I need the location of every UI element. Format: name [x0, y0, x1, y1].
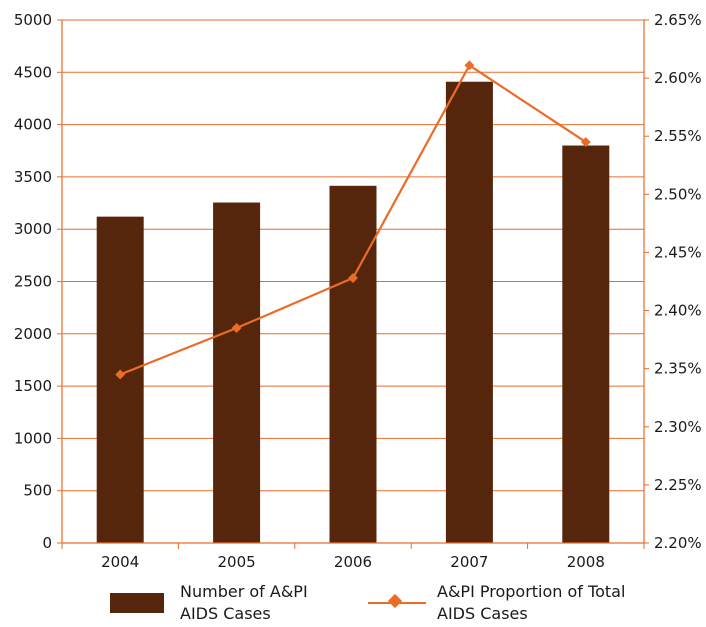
legend-line-marker [387, 593, 403, 609]
bar-series [96, 81, 610, 544]
left-tick-label: 3500 [14, 168, 52, 186]
right-axis-ticks: 2.20% 2.25% 2.30% 2.35% 2.40% 2.45% 2.50% 2.55%… [654, 11, 702, 552]
line-point [580, 137, 591, 147]
bar [562, 145, 610, 543]
right-tick-label: 2.55% [654, 127, 702, 145]
x-tick-label: 2005 [218, 553, 256, 571]
left-tick-label: 4500 [14, 63, 52, 81]
left-tick-label: 4000 [14, 116, 52, 134]
legend-bar-label-line2: AIDS Cases [180, 604, 271, 623]
x-tick-label: 2008 [567, 553, 605, 571]
right-tick-label: 2.35% [654, 360, 702, 378]
right-tick-label: 2.30% [654, 418, 702, 436]
left-tick-label: 1500 [14, 377, 52, 395]
right-tick-label: 2.65% [654, 11, 702, 29]
left-tick-label: 1000 [14, 429, 52, 447]
left-tick-label: 2000 [14, 325, 52, 343]
legend-bar-swatch [110, 593, 164, 613]
bar [445, 81, 493, 544]
right-tick-label: 2.45% [654, 243, 702, 261]
right-tick-label: 2.50% [654, 185, 702, 203]
line-point [348, 273, 358, 283]
right-tick-label: 2.20% [654, 534, 702, 552]
left-tick-label: 3000 [14, 220, 52, 238]
legend-bar-label-line1: Number of A&PI [180, 582, 308, 601]
legend-line-label-line2: AIDS Cases [437, 604, 528, 623]
bar [96, 216, 144, 543]
axes [57, 19, 649, 549]
right-tick-label: 2.25% [654, 476, 702, 494]
left-tick-label: 2500 [14, 273, 52, 291]
bar [329, 185, 377, 543]
line-point [231, 323, 242, 333]
right-tick-label: 2.60% [654, 69, 702, 87]
left-tick-label: 5000 [14, 11, 52, 29]
legend-line-label-line1: A&PI Proportion of Total [437, 582, 625, 601]
x-tick-label: 2007 [450, 553, 488, 571]
right-tick-label: 2.40% [654, 302, 702, 320]
left-tick-label: 0 [42, 534, 52, 552]
x-tick-label: 2006 [334, 553, 372, 571]
bar [213, 202, 261, 544]
left-axis-ticks: 0 500 1000 1500 2000 2500 3000 3500 4000 4500 5000 [14, 11, 52, 552]
left-tick-label: 500 [23, 482, 52, 500]
x-axis-ticks: 2004 2005 2006 2007 2008 [101, 553, 605, 571]
x-tick-label: 2004 [101, 553, 139, 571]
legend: Number of A&PI AIDS Cases A&PI Proportio… [110, 582, 625, 623]
